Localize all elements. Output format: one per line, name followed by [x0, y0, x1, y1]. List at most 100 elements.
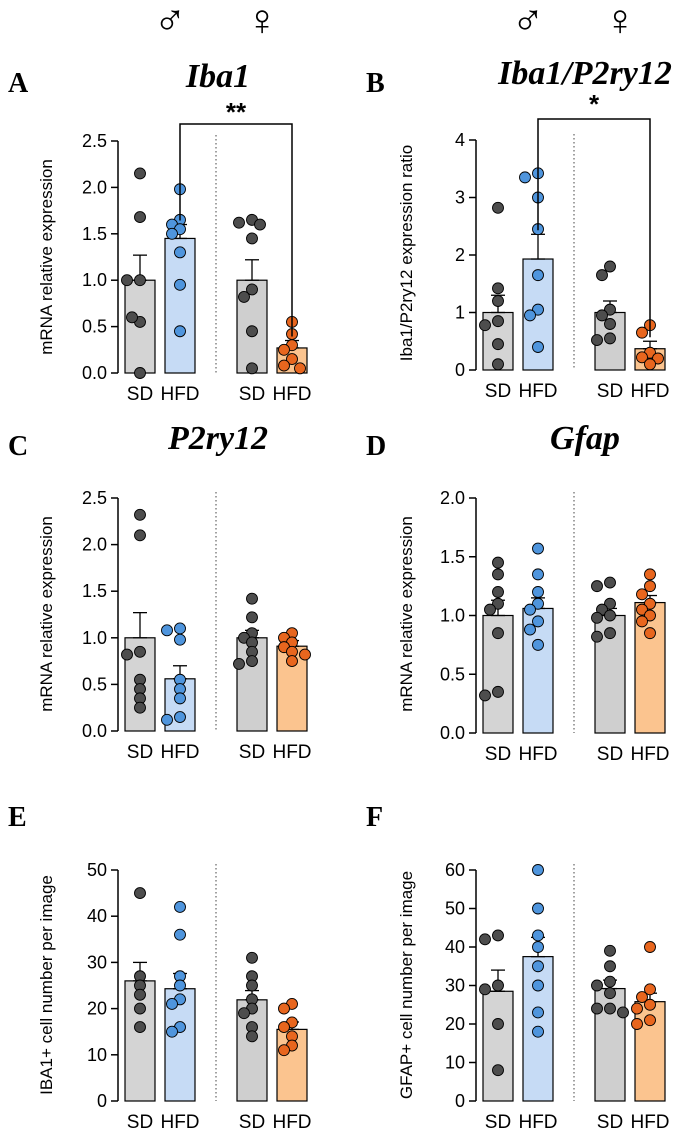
- x-tick-label: SD: [485, 1112, 511, 1133]
- data-point: [631, 1002, 643, 1015]
- data-point: [604, 627, 616, 640]
- data-point: [174, 928, 186, 941]
- data-point: [134, 274, 146, 287]
- data-point: [134, 645, 146, 658]
- x-tick-label: SD: [127, 1112, 153, 1133]
- data-point: [233, 216, 245, 229]
- data-point: [492, 295, 504, 307]
- x-tick-label: SD: [485, 381, 511, 402]
- x-tick-label: HFD: [630, 381, 669, 402]
- data-point: [532, 638, 544, 651]
- data-point: [246, 232, 258, 245]
- data-point: [596, 269, 608, 282]
- data-point: [174, 246, 186, 259]
- y-tick-label: 0.5: [82, 317, 107, 337]
- data-point: [532, 597, 544, 610]
- data-point: [604, 609, 616, 622]
- data-point: [166, 998, 178, 1010]
- data-point: [524, 623, 536, 636]
- x-tick-label: HFD: [518, 381, 557, 402]
- y-tick-label: 0.5: [440, 664, 465, 684]
- data-point: [278, 1021, 290, 1034]
- significance-stars: **: [226, 97, 247, 127]
- data-point: [532, 341, 544, 353]
- x-tick-label: HFD: [630, 744, 669, 765]
- chart-title: Iba1: [185, 58, 250, 95]
- panel-D: D Gfap mRNA relative expression 0.0 0.5 1.0 1.…: [366, 420, 670, 765]
- data-point: [604, 260, 616, 273]
- data-point: [278, 1044, 290, 1057]
- y-tick-label: 0.5: [82, 674, 107, 694]
- data-point: [492, 282, 504, 295]
- y-tick-label: 2: [455, 245, 465, 265]
- bar-sd-male: [482, 990, 514, 1102]
- data-point: [286, 353, 298, 366]
- data-point: [479, 319, 491, 332]
- data-point: [479, 689, 491, 702]
- data-point: [479, 983, 491, 996]
- data-point: [246, 592, 258, 605]
- y-axis-label: mRNA relative expression: [37, 516, 56, 712]
- x-tick-label: SD: [239, 742, 265, 763]
- data-point: [134, 988, 146, 1001]
- data-point: [246, 951, 258, 964]
- data-point: [492, 1064, 504, 1077]
- data-point: [604, 987, 616, 1000]
- chart-title: Iba1/P2ry12: [497, 55, 672, 92]
- y-tick-label: 0.0: [82, 363, 107, 383]
- y-tick-label: 2.0: [82, 535, 107, 555]
- data-point: [246, 655, 258, 668]
- data-point: [591, 334, 603, 347]
- data-point: [631, 1018, 643, 1030]
- data-point: [492, 568, 504, 581]
- bar-hfd-male: [164, 237, 196, 374]
- data-point: [134, 167, 146, 180]
- panel-E: E IBA1+ cell number per image 0 10 20 30 40 50 S…: [8, 802, 312, 1133]
- data-point: [532, 269, 544, 282]
- data-point: [166, 227, 178, 240]
- y-axis-label: IBA1+ cell number per image: [37, 875, 56, 1095]
- data-point: [636, 615, 648, 628]
- data-point: [246, 283, 258, 296]
- x-tick-label: HFD: [272, 1112, 311, 1133]
- data-point: [126, 311, 138, 324]
- x-tick-label: HFD: [518, 1112, 557, 1133]
- data-point: [524, 309, 536, 322]
- data-point: [134, 1021, 146, 1034]
- data-point: [246, 979, 258, 992]
- x-tick-label: HFD: [160, 384, 199, 405]
- data-point: [492, 685, 504, 698]
- y-tick-label: 50: [87, 860, 107, 880]
- y-tick-label: 2.5: [82, 488, 107, 508]
- panel-label: B: [366, 68, 385, 99]
- data-point: [254, 218, 266, 231]
- data-point: [246, 325, 258, 338]
- y-tick-label: 1.0: [82, 270, 107, 290]
- y-tick-label: 20: [445, 1014, 465, 1034]
- data-point: [532, 615, 544, 628]
- data-point: [294, 362, 306, 375]
- y-tick-label: 1.5: [82, 581, 107, 601]
- data-point: [532, 303, 544, 316]
- data-point: [246, 362, 258, 375]
- data-point: [532, 929, 544, 942]
- data-point: [484, 603, 496, 616]
- female-symbol: ♀: [604, 0, 637, 45]
- data-point: [134, 367, 146, 379]
- data-point: [644, 597, 656, 610]
- y-axis-label: GFAP+ cell number per image: [397, 871, 416, 1099]
- x-tick-label: HFD: [160, 742, 199, 763]
- data-point: [636, 991, 648, 1003]
- data-point: [604, 960, 616, 973]
- x-tick-label: SD: [239, 384, 265, 405]
- y-tick-label: 30: [445, 976, 465, 996]
- data-point: [492, 929, 504, 942]
- data-point: [492, 597, 504, 610]
- panel-label: F: [366, 802, 383, 833]
- x-tick-label: SD: [485, 744, 511, 765]
- y-tick-label: 3: [455, 188, 465, 208]
- data-point: [644, 580, 656, 593]
- data-point: [134, 211, 146, 224]
- data-point: [286, 655, 298, 668]
- data-point: [134, 701, 146, 714]
